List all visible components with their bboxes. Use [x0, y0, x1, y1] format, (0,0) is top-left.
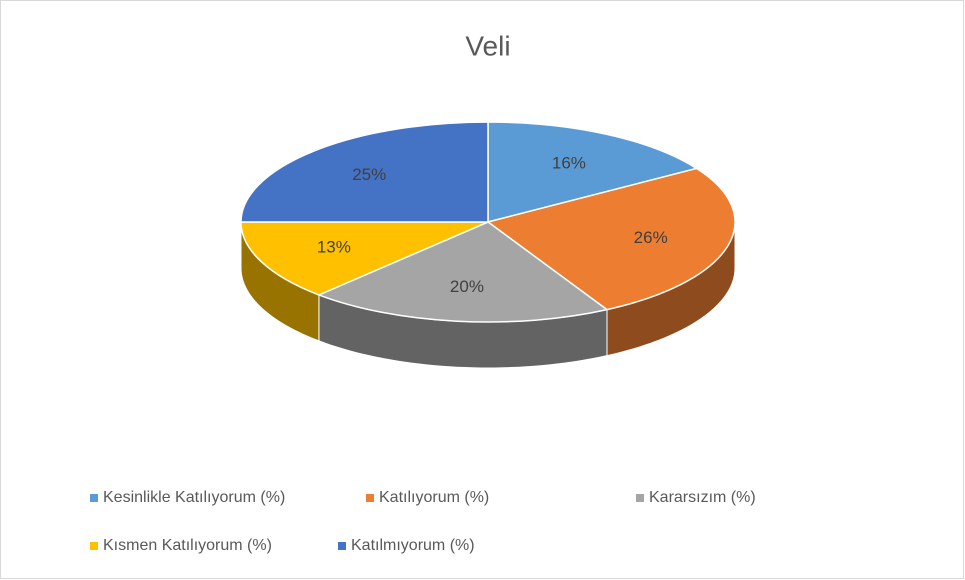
- legend-label: Katılıyorum (%): [379, 489, 489, 506]
- slice: [487, 121, 699, 223]
- slice: [486, 167, 736, 311]
- slice: [316, 221, 609, 323]
- legend-label: Katılmıyorum (%): [351, 537, 475, 554]
- data-label: 13%: [317, 238, 351, 257]
- data-label: 25%: [352, 165, 386, 184]
- data-label: 16%: [552, 154, 586, 173]
- data-label: 26%: [634, 228, 668, 247]
- data-label: 20%: [450, 277, 484, 296]
- legend-label: Kesinlikle Katılıyorum (%): [103, 489, 285, 506]
- chart-title: Veli: [465, 30, 510, 61]
- legend-label: Kararsızım (%): [649, 489, 756, 506]
- slice: [240, 221, 489, 296]
- legend-swatch: [90, 494, 98, 502]
- legend-label: Kısmen Katılıyorum (%): [103, 537, 272, 554]
- legend-swatch: [90, 542, 98, 550]
- legend-swatch: [636, 494, 644, 502]
- legend-swatch: [338, 542, 346, 550]
- slice: [240, 121, 489, 223]
- legend-swatch: [366, 494, 374, 502]
